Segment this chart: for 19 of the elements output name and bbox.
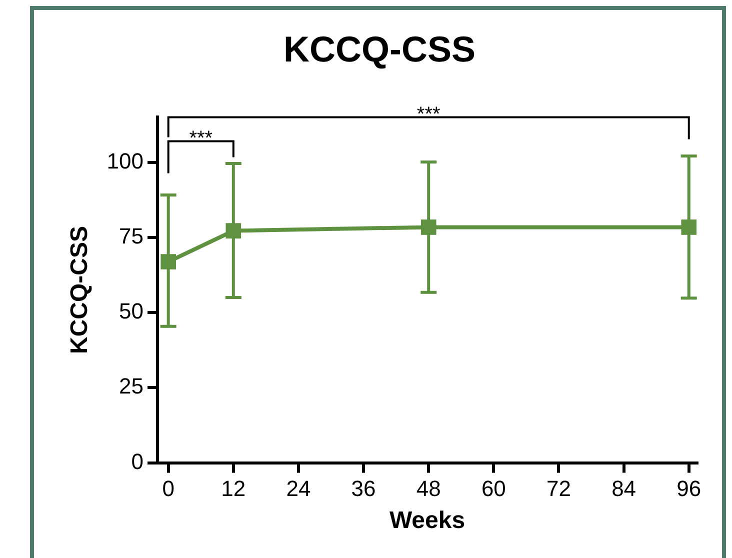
x-tick-label: 0	[162, 476, 174, 502]
x-tick-label: 36	[351, 476, 376, 502]
x-axis-title: Weeks	[389, 507, 466, 534]
y-tick-label: 100	[106, 148, 144, 174]
annotation: ***	[189, 128, 213, 150]
x-tick-label: 60	[481, 476, 506, 502]
x-tick-label: 48	[416, 476, 441, 502]
x-tick-label: 24	[286, 476, 311, 502]
annotation: ***	[416, 104, 440, 126]
x-tick-label: 96	[676, 476, 702, 502]
x-tick-label: 84	[612, 476, 636, 502]
y-tick-label: 75	[119, 223, 144, 248]
x-tick-label: 12	[221, 476, 246, 502]
y-tick-label: 25	[119, 374, 144, 399]
x-tick-label: 72	[546, 476, 571, 502]
y-axis-title: KCCQ-CSS	[66, 226, 94, 354]
chart-title: KCCQ-CSS	[283, 28, 476, 70]
y-tick-label: 50	[119, 298, 144, 324]
y-tick-label: 0	[131, 448, 144, 474]
